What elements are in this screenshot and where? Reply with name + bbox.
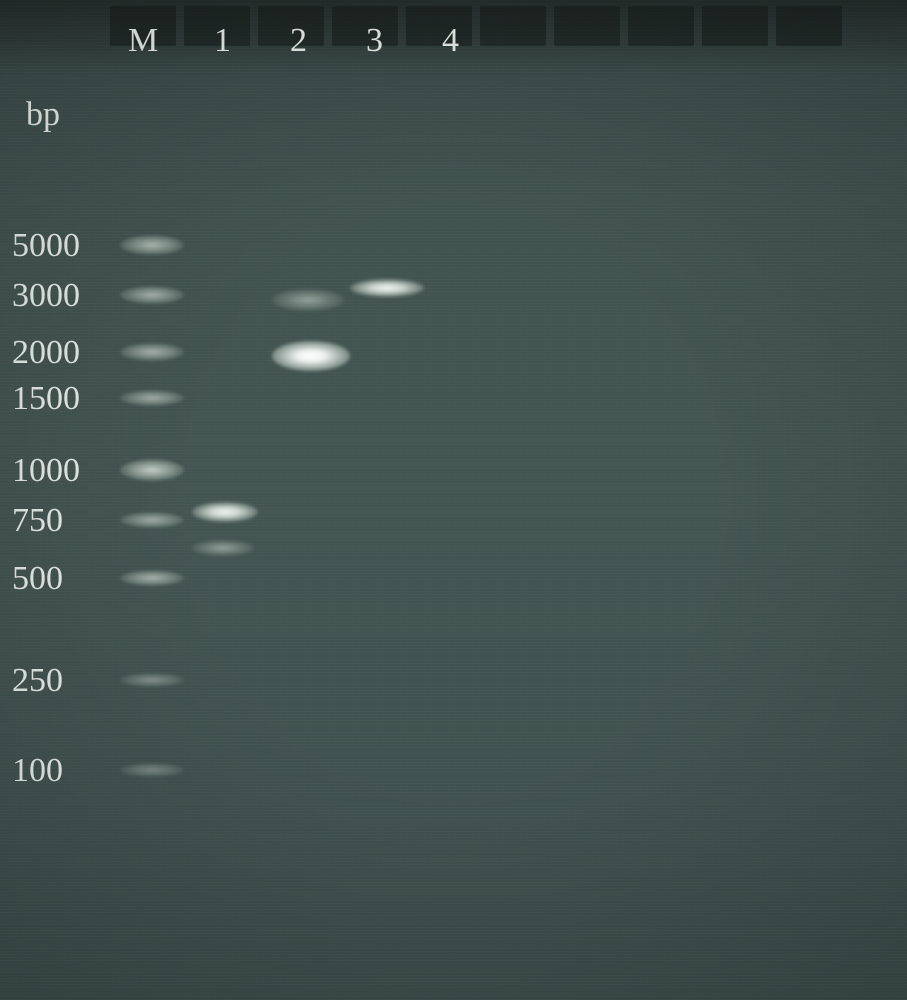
vignette-overlay xyxy=(0,0,907,1000)
